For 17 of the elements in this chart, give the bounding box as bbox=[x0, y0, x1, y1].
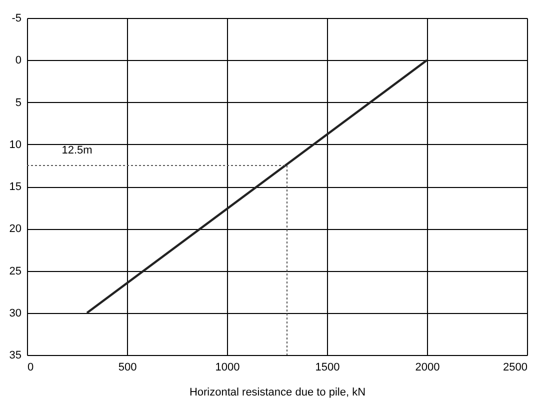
x-tick-label: 500 bbox=[118, 362, 137, 374]
x-tick-label: 2500 bbox=[503, 362, 528, 374]
y-tick-label: 20 bbox=[9, 223, 22, 236]
x-axis-title: Horizontal resistance due to pile, kN bbox=[189, 386, 366, 398]
annotation: 12.5m bbox=[62, 144, 92, 156]
y-tick-label: -5 bbox=[12, 12, 22, 24]
y-tick-label: 5 bbox=[15, 96, 22, 109]
y-tick-label: 0 bbox=[15, 54, 22, 67]
y-tick-label: 35 bbox=[9, 350, 22, 362]
x-tick-label: 1000 bbox=[215, 362, 240, 374]
x-tick-label: 1500 bbox=[315, 362, 340, 374]
y-tick-label: 25 bbox=[9, 265, 22, 278]
y-tick-label: 30 bbox=[9, 307, 22, 320]
y-tick-label: 10 bbox=[9, 138, 22, 151]
x-tick-label: 0 bbox=[28, 362, 34, 374]
y-tick-label: 15 bbox=[9, 181, 22, 193]
x-tick-label: 2000 bbox=[415, 362, 440, 374]
